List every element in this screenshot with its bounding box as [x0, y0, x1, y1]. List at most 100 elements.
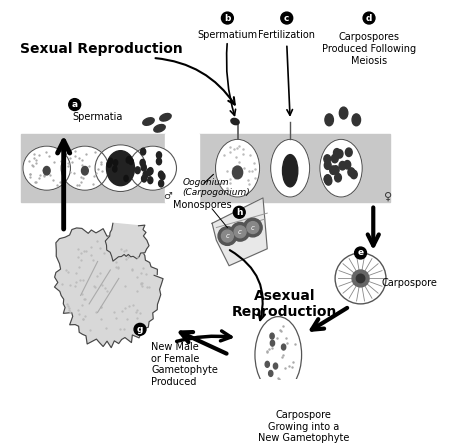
Ellipse shape: [268, 370, 272, 377]
Ellipse shape: [147, 169, 152, 175]
Text: ♀: ♀: [383, 191, 391, 201]
Ellipse shape: [343, 160, 350, 169]
Ellipse shape: [126, 157, 130, 163]
Text: c: c: [238, 229, 241, 235]
Text: c: c: [250, 225, 254, 230]
Ellipse shape: [141, 175, 146, 182]
Ellipse shape: [345, 148, 351, 156]
Ellipse shape: [159, 113, 171, 121]
Text: Fertilization: Fertilization: [258, 30, 314, 40]
Ellipse shape: [324, 175, 331, 183]
Ellipse shape: [265, 361, 269, 367]
Circle shape: [280, 12, 292, 24]
Ellipse shape: [333, 148, 340, 157]
Circle shape: [243, 218, 262, 237]
Text: Carpospore
Growing into a
New Gametophyte: Carpospore Growing into a New Gametophyt…: [258, 410, 349, 443]
Ellipse shape: [143, 118, 154, 125]
Ellipse shape: [282, 155, 297, 187]
Text: c: c: [225, 233, 229, 239]
Bar: [165, 134, 199, 202]
Ellipse shape: [270, 140, 309, 197]
Text: ♂: ♂: [163, 191, 172, 201]
Ellipse shape: [331, 166, 338, 174]
Text: Asexual
Reproduction: Asexual Reproduction: [231, 289, 336, 319]
Ellipse shape: [107, 161, 111, 167]
Ellipse shape: [160, 173, 165, 180]
Ellipse shape: [270, 340, 274, 346]
Circle shape: [355, 274, 364, 283]
Circle shape: [69, 99, 80, 110]
Text: g: g: [137, 325, 143, 334]
Ellipse shape: [81, 167, 88, 175]
Text: Spermatia: Spermatia: [72, 112, 123, 122]
Ellipse shape: [339, 107, 347, 119]
Ellipse shape: [147, 167, 153, 175]
Ellipse shape: [140, 148, 145, 155]
Ellipse shape: [140, 159, 145, 166]
Ellipse shape: [156, 152, 161, 159]
Polygon shape: [55, 228, 163, 348]
Circle shape: [334, 253, 385, 304]
Ellipse shape: [254, 317, 301, 393]
Ellipse shape: [273, 363, 277, 369]
Ellipse shape: [108, 158, 112, 164]
Text: c: c: [283, 14, 289, 23]
Circle shape: [221, 12, 233, 24]
Ellipse shape: [106, 151, 134, 186]
Ellipse shape: [232, 166, 242, 179]
Ellipse shape: [347, 168, 354, 176]
Circle shape: [134, 323, 146, 335]
Ellipse shape: [350, 170, 356, 179]
Ellipse shape: [113, 160, 117, 166]
Text: d: d: [365, 14, 371, 23]
Ellipse shape: [127, 156, 131, 162]
Polygon shape: [105, 223, 149, 261]
Circle shape: [233, 206, 244, 218]
Circle shape: [230, 222, 249, 241]
Ellipse shape: [323, 155, 330, 163]
Text: New Male
or Female
Gametophyte
Produced: New Male or Female Gametophyte Produced: [151, 342, 217, 387]
Ellipse shape: [135, 167, 140, 174]
Ellipse shape: [336, 150, 342, 158]
Ellipse shape: [43, 167, 50, 175]
Text: Sexual Reproduction: Sexual Reproduction: [20, 43, 183, 56]
Text: a: a: [71, 100, 78, 109]
Ellipse shape: [324, 114, 333, 126]
Text: Carpospores
Produced Following
Meiosis: Carpospores Produced Following Meiosis: [321, 32, 415, 66]
Ellipse shape: [141, 164, 146, 171]
Ellipse shape: [281, 344, 285, 350]
Polygon shape: [212, 198, 267, 266]
Ellipse shape: [324, 161, 331, 169]
Ellipse shape: [323, 175, 330, 183]
Ellipse shape: [269, 333, 274, 339]
Circle shape: [362, 12, 374, 24]
Ellipse shape: [95, 145, 146, 191]
Ellipse shape: [319, 140, 361, 197]
Text: Carpospore: Carpospore: [381, 278, 437, 288]
Ellipse shape: [153, 124, 165, 132]
Ellipse shape: [338, 161, 345, 170]
Text: h: h: [235, 208, 242, 217]
Text: e: e: [357, 249, 363, 257]
Ellipse shape: [23, 146, 70, 190]
Ellipse shape: [158, 180, 163, 187]
Circle shape: [351, 270, 368, 287]
Ellipse shape: [331, 154, 337, 163]
Bar: [21, 134, 165, 202]
Ellipse shape: [158, 171, 163, 178]
Ellipse shape: [124, 175, 128, 181]
Ellipse shape: [329, 166, 336, 175]
Ellipse shape: [112, 166, 117, 172]
Text: Oogonium
(Carpogonium): Oogonium (Carpogonium): [182, 178, 249, 198]
Circle shape: [354, 247, 366, 259]
Bar: [199, 134, 389, 202]
Text: f: f: [280, 391, 284, 400]
Ellipse shape: [129, 159, 133, 164]
Text: b: b: [224, 14, 230, 23]
Ellipse shape: [215, 140, 259, 197]
Ellipse shape: [143, 171, 148, 178]
Circle shape: [234, 226, 245, 238]
Text: Monospores: Monospores: [172, 200, 231, 210]
Circle shape: [217, 227, 236, 245]
Circle shape: [276, 389, 288, 401]
